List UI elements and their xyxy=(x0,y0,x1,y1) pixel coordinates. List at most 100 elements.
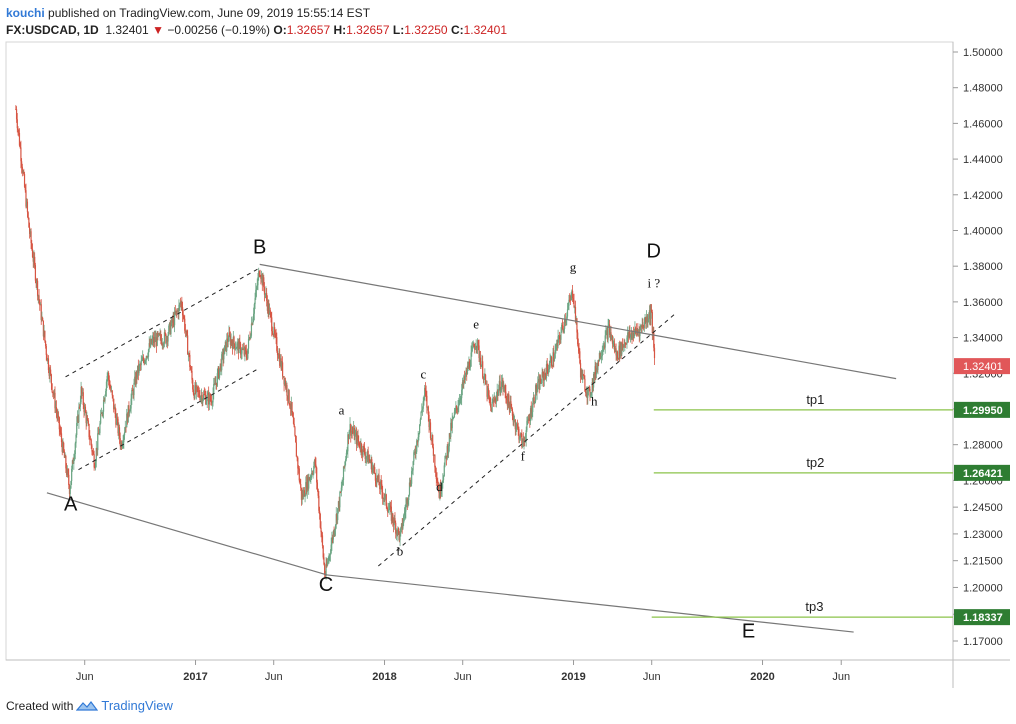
candle-body xyxy=(526,420,528,431)
candle-body xyxy=(632,332,634,339)
y-tick-label: 1.21500 xyxy=(963,556,1003,568)
candle xyxy=(147,348,150,362)
candle xyxy=(575,315,577,325)
candle-body xyxy=(135,372,137,385)
candle xyxy=(384,493,386,506)
candle-body xyxy=(550,357,553,366)
candle xyxy=(346,446,348,455)
candle xyxy=(369,454,371,463)
candle-body xyxy=(173,317,175,326)
candle xyxy=(355,427,358,451)
candle-body xyxy=(438,488,440,498)
candle xyxy=(377,473,379,483)
candle xyxy=(448,432,450,452)
candle-body xyxy=(47,358,50,371)
candle-body xyxy=(308,477,311,481)
candle xyxy=(635,326,637,335)
candle-body xyxy=(527,419,529,421)
candle-body xyxy=(27,212,29,219)
candle-body xyxy=(40,304,42,320)
candle xyxy=(461,377,463,396)
candle-body xyxy=(288,389,290,405)
candle xyxy=(376,469,378,488)
candle xyxy=(92,449,94,456)
candle xyxy=(536,384,538,400)
candle-body xyxy=(261,274,263,286)
candle-body xyxy=(101,412,103,415)
candle xyxy=(257,272,259,291)
candle xyxy=(141,356,143,362)
candle xyxy=(589,386,591,402)
candle-body xyxy=(503,388,505,390)
candle xyxy=(310,475,312,484)
candle-body xyxy=(407,500,409,505)
candle-body xyxy=(394,518,396,523)
candle-body xyxy=(314,459,316,465)
wave-label: g xyxy=(570,260,577,275)
candle xyxy=(381,480,383,499)
candle-body xyxy=(619,342,622,357)
author-name[interactable]: kouchi xyxy=(6,6,45,20)
candle-body xyxy=(580,369,582,378)
candle xyxy=(518,426,520,444)
candle xyxy=(82,388,84,410)
candle xyxy=(231,338,234,355)
candle-body xyxy=(458,399,461,405)
candle xyxy=(499,374,501,397)
candle xyxy=(561,322,563,333)
candle-body xyxy=(365,457,367,460)
candle-body xyxy=(213,383,215,394)
candle xyxy=(621,342,623,357)
candle-body xyxy=(401,523,403,529)
candle-body xyxy=(46,354,48,362)
candle-body xyxy=(511,408,514,416)
candle xyxy=(327,556,329,565)
candle xyxy=(119,432,121,450)
candle xyxy=(149,338,151,348)
candle-body xyxy=(579,363,582,378)
candle xyxy=(569,293,571,303)
candle xyxy=(414,445,416,459)
candle xyxy=(438,483,440,499)
candle-body xyxy=(272,334,274,336)
candle-body xyxy=(247,348,249,359)
candle xyxy=(275,328,277,345)
candle-body xyxy=(144,360,146,364)
candle-body xyxy=(535,385,537,393)
candle-body xyxy=(379,485,381,490)
target-name: tp3 xyxy=(805,599,823,614)
candle xyxy=(358,442,361,449)
candle-body xyxy=(221,354,223,371)
candle-body xyxy=(358,442,361,448)
candle xyxy=(305,476,307,497)
candle-body xyxy=(180,301,182,305)
candle xyxy=(374,472,377,487)
candle-body xyxy=(79,406,81,408)
candle-body xyxy=(185,330,187,332)
candle-body xyxy=(26,201,29,213)
x-tick-label: Jun xyxy=(454,671,472,683)
candle xyxy=(548,360,550,373)
candle xyxy=(130,393,132,414)
candle xyxy=(648,312,650,323)
candle xyxy=(26,198,29,218)
candle xyxy=(378,468,380,486)
candle xyxy=(400,526,402,537)
candle-body xyxy=(102,411,104,415)
tradingview-brand-link[interactable]: TradingView xyxy=(101,698,173,713)
candle-body xyxy=(351,430,353,432)
candle xyxy=(356,431,358,449)
candle-body xyxy=(159,334,161,336)
candle xyxy=(582,373,585,376)
candle xyxy=(300,487,303,506)
candle xyxy=(515,421,517,436)
candle-body xyxy=(369,459,371,461)
candle-body xyxy=(67,469,69,475)
candle xyxy=(626,335,628,349)
candle xyxy=(426,406,429,411)
candle-body xyxy=(360,443,362,450)
candle xyxy=(297,465,300,474)
candle-body xyxy=(565,318,567,323)
candle-body xyxy=(373,467,375,469)
